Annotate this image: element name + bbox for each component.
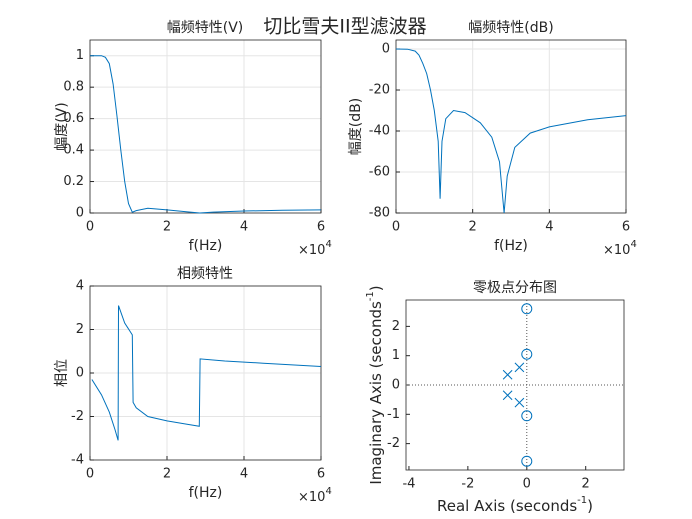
y-tick-label: 1	[76, 48, 84, 63]
data-line	[91, 305, 322, 441]
y-tick-label: -1	[387, 407, 400, 422]
zero-marker	[521, 455, 533, 467]
y-tick-label: -20	[369, 83, 390, 98]
x-axis-label: Real Axis (seconds-1)	[437, 495, 593, 515]
axes-title: 幅频特性(V)	[167, 20, 244, 36]
axes-title: 零极点分布图	[473, 280, 557, 296]
zero-marker	[521, 410, 533, 422]
x-tick-label: 0	[86, 467, 94, 482]
x-axis-label-sup: -1	[577, 495, 587, 506]
x-tick-label: 0	[392, 220, 400, 235]
x-multiplier-power: 4	[325, 239, 331, 250]
y-tick-label: -4	[71, 453, 84, 468]
y-tick-label: 0.4	[63, 143, 84, 158]
y-tick-label: 0	[392, 378, 400, 393]
axes-background	[90, 40, 321, 213]
y-tick-label: 0	[382, 42, 390, 57]
pole-marker	[502, 390, 513, 401]
x-tick-label: 2	[163, 220, 171, 235]
x-multiplier-power: 4	[630, 239, 636, 250]
x-axis-label: f(Hz)	[189, 485, 223, 501]
axes-box	[395, 39, 627, 214]
y-tick-label: 0	[76, 206, 84, 221]
x-tick-label: 6	[622, 220, 630, 235]
x-tick-label: 2	[163, 467, 171, 482]
x-multiplier: ×104	[603, 239, 637, 258]
y-axis-label: 幅度(dB)	[348, 98, 364, 155]
y-tick-label: 0.2	[63, 174, 84, 189]
y-axis-label-text: Imaginary Axis (seconds	[367, 301, 385, 485]
x-tick-label: 6	[317, 220, 325, 235]
x-multiplier-base: ×10	[298, 490, 325, 505]
y-tick-label: -80	[369, 206, 390, 221]
y-tick-label: -2	[71, 409, 84, 424]
pole-marker	[502, 369, 513, 380]
y-tick-label: -60	[369, 165, 390, 180]
x-axis-label: f(Hz)	[494, 238, 528, 254]
x-tick-label: 6	[317, 467, 325, 482]
y-tick-label: -2	[387, 436, 400, 451]
y-axis-label-text: )	[367, 285, 385, 291]
zero-marker	[521, 303, 533, 315]
y-axis-label: Imaginary Axis (seconds-1)	[365, 285, 385, 484]
x-axis-label: f(Hz)	[189, 238, 223, 254]
x-tick-label: 2	[582, 477, 590, 492]
y-tick-label: 0	[76, 366, 84, 381]
y-tick-label: 0.8	[63, 80, 84, 95]
y-tick-label: 2	[76, 322, 84, 337]
y-axis-label: 相位	[54, 359, 70, 387]
axes-title: 幅频特性(dB)	[468, 20, 553, 36]
y-tick-label: 1	[392, 348, 400, 363]
y-tick-label: 4	[76, 279, 84, 294]
pole-marker	[514, 362, 525, 373]
axes-box	[89, 285, 322, 461]
y-axis-label: 幅度(V)	[54, 102, 70, 151]
x-tick-label: -4	[402, 477, 415, 492]
x-tick-label: -2	[461, 477, 474, 492]
x-tick-label: 0	[523, 477, 531, 492]
x-multiplier: ×104	[298, 486, 332, 505]
x-tick-label: 2	[469, 220, 477, 235]
y-tick-label: 0.6	[63, 111, 84, 126]
x-axis-label-text: )	[587, 497, 593, 515]
y-tick-label: -40	[369, 124, 390, 139]
axes-title: 相频特性	[177, 266, 233, 282]
x-multiplier-base: ×10	[603, 243, 630, 258]
x-axis-label-text: Real Axis (seconds	[437, 497, 577, 515]
zero-marker	[521, 348, 533, 360]
x-multiplier-base: ×10	[298, 243, 325, 258]
x-tick-label: 4	[545, 220, 553, 235]
figure-title: 切比雪夫II型滤波器	[263, 16, 426, 38]
x-multiplier-power: 4	[325, 486, 331, 497]
x-tick-label: 4	[240, 220, 248, 235]
y-axis-label-sup: -1	[365, 291, 376, 301]
y-tick-label: 2	[392, 319, 400, 334]
data-line	[90, 55, 322, 214]
data-line	[395, 48, 627, 214]
axes-background	[396, 40, 626, 213]
x-tick-label: 0	[86, 220, 94, 235]
pole-marker	[514, 397, 525, 408]
x-multiplier: ×104	[298, 239, 332, 258]
x-tick-label: 4	[240, 467, 248, 482]
